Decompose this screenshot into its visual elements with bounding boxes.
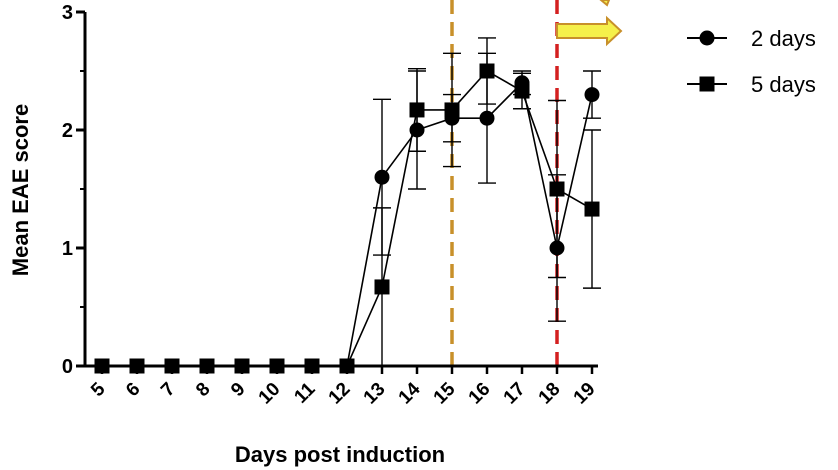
x-tick-label-10: 10 [255,379,285,409]
point-square [164,358,180,374]
annotation-lines [450,0,623,366]
x-tick-label-7: 7 [157,379,179,401]
point-square [374,279,390,295]
x-tick-label-18: 18 [535,379,565,409]
point-circle [584,87,600,103]
x-tick-label-9: 9 [227,379,249,401]
legend-label: 5 days [751,72,816,97]
x-tick-label-6: 6 [122,379,144,401]
point-square [444,102,460,118]
x-tick-label-15: 15 [430,378,460,408]
annotation-arrow-head-fragment-2 [599,0,611,7]
x-axis-title: Days post induction [235,442,445,467]
x-tick-label-16: 16 [465,379,495,409]
point-square [584,201,600,217]
x-tick-label-17: 17 [500,379,530,409]
point-square [409,102,425,118]
x-tick-label-13: 13 [360,379,390,409]
legend-label: 2 days [751,26,816,51]
point-square [549,181,565,197]
legend-item-circle: 2 days [687,26,816,51]
y-tick-label-1: 1 [62,238,73,260]
legend-item-square: 5 days [687,72,816,97]
y-tick-label-2: 2 [62,120,73,142]
legend-marker-circle [699,30,715,46]
point-circle [479,110,495,126]
point-square [94,358,110,374]
y-tick-label-0: 0 [62,356,73,378]
y-axis-title: Mean EAE score [8,104,33,276]
point-square [269,358,285,374]
point-square [339,358,355,374]
legend: 2 days 5 days [687,26,816,97]
y-axis: 0 1 2 3 [62,2,87,378]
x-tick-label-5: 5 [87,378,110,401]
x-tick-label-14: 14 [395,378,425,408]
x-tick-label-19: 19 [570,379,600,409]
series-line-circle [102,81,593,367]
series-line-square [102,69,593,367]
point-square [479,63,495,79]
point-square [199,358,215,374]
point-square [304,358,320,374]
annotation-arrow-2 [556,15,623,47]
x-tick-label-8: 8 [192,379,214,401]
x-tick-label-12: 12 [325,379,355,409]
x-tick-label-11: 11 [290,378,319,407]
point-square [234,358,250,374]
series-lines [94,37,601,374]
series-square [94,37,601,374]
legend-marker-square [699,76,715,92]
point-square [129,358,145,374]
point-square [514,83,530,99]
point-circle [374,169,390,185]
y-tick-label-3: 3 [62,2,73,24]
